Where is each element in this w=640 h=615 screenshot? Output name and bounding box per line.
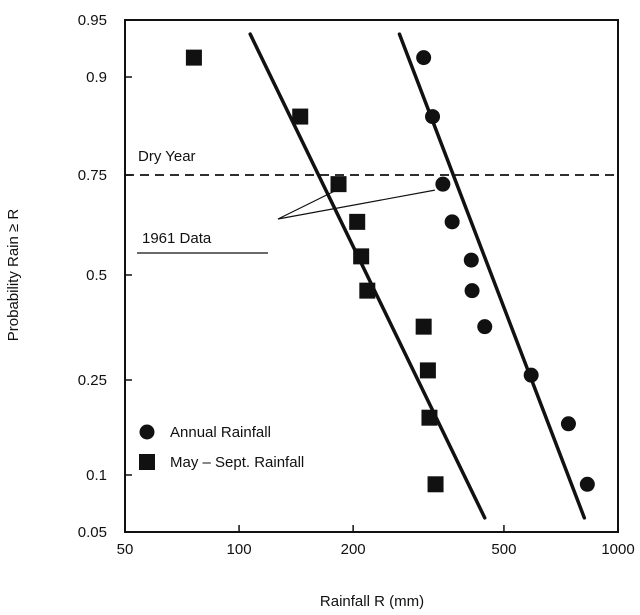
x-tick-label: 100 [227, 541, 252, 558]
annual-rainfall-point [464, 283, 480, 299]
legend-circle-marker [139, 424, 155, 440]
annotation-layer: 1961 Data [137, 189, 435, 254]
annual-rainfall-point [523, 367, 539, 383]
dry-year-label: Dry Year [138, 148, 196, 165]
may-sept-rainfall-point [415, 318, 432, 335]
annual-rainfall-point [444, 214, 460, 230]
annual-rainfall-point [463, 252, 479, 268]
legend: Annual Rainfall May – Sept. Rainfall [139, 424, 304, 471]
annual-rainfall-point [435, 176, 451, 192]
annotation-1961-data: 1961 Data [142, 230, 212, 247]
x-tick-label: 50 [117, 541, 134, 558]
annual-rainfall-point [579, 476, 595, 492]
may-sept-rainfall-point [421, 409, 438, 426]
plot-border [124, 19, 619, 533]
y-tick-label: 0.25 [78, 372, 107, 389]
x-tick-label: 500 [491, 541, 516, 558]
x-axis-label: Rainfall R (mm) [320, 593, 424, 610]
may-sept-rainfall-point [292, 108, 309, 125]
legend-label: Annual Rainfall [170, 424, 271, 441]
plot-frame [124, 19, 619, 533]
annual-rainfall-point [477, 319, 493, 335]
x-axis-ticks: 50 100 200 500 1000 [117, 525, 635, 558]
may-sept-rainfall-point [349, 213, 366, 230]
legend-label: May – Sept. Rainfall [170, 454, 304, 471]
data-points [185, 49, 595, 493]
may-sept-rainfall-point [330, 176, 347, 193]
may-sept-rainfall-point [185, 49, 202, 66]
annotation-pointer [277, 189, 435, 220]
annual-fit-line [397, 32, 587, 520]
y-tick-label: 0.1 [86, 467, 107, 484]
reference-lines: Dry Year [125, 148, 618, 176]
y-axis-label: Probability Rain ≥ R [5, 209, 22, 342]
may-sept-rainfall-point [359, 282, 376, 299]
x-tick-label: 1000 [601, 541, 634, 558]
annotation-pointer [277, 189, 337, 220]
y-tick-label: 0.75 [78, 167, 107, 184]
y-tick-label: 0.05 [78, 524, 107, 541]
y-tick-label: 0.9 [86, 69, 107, 86]
y-tick-label: 0.5 [86, 267, 107, 284]
annual-rainfall-point [416, 50, 432, 66]
may-sept-rainfall-point [419, 362, 436, 379]
legend-square-marker [139, 454, 155, 470]
annual-rainfall-point [560, 416, 576, 432]
annual-rainfall-point [425, 109, 441, 125]
y-tick-label: 0.95 [78, 12, 107, 29]
may-sept-rainfall-point [427, 476, 444, 493]
may-sept-rainfall-point [353, 248, 370, 265]
fit-lines [248, 32, 587, 520]
x-tick-label: 200 [341, 541, 366, 558]
y-axis-ticks: 0.05 0.1 0.25 0.5 0.75 0.9 0.95 [78, 12, 132, 541]
may-sept-fit-line [248, 32, 487, 520]
